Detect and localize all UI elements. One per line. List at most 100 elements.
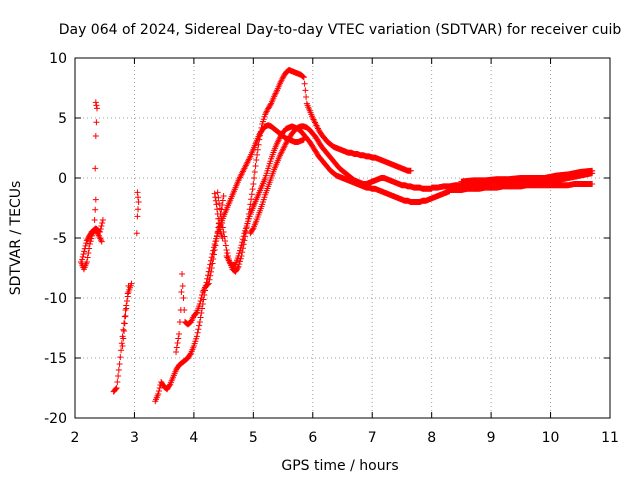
data-point — [205, 280, 212, 287]
data-point — [179, 271, 185, 277]
data-point — [135, 199, 142, 205]
data-point — [92, 165, 99, 172]
data-point — [174, 340, 181, 346]
data-point — [589, 181, 596, 187]
series-arc2 — [110, 280, 135, 395]
data-point — [219, 235, 226, 241]
data-point — [87, 238, 94, 245]
x-tick-label: 6 — [308, 430, 317, 446]
data-point — [166, 382, 173, 389]
data-point — [213, 201, 220, 208]
data-point — [210, 251, 217, 258]
data-point — [249, 226, 256, 233]
data-point — [236, 250, 243, 257]
data-point — [124, 298, 131, 304]
data-point — [240, 233, 247, 240]
data-point — [250, 181, 257, 187]
data-point — [211, 247, 218, 253]
data-point — [120, 326, 127, 333]
data-point — [92, 99, 99, 106]
data-point — [248, 196, 255, 203]
data-point — [181, 307, 188, 313]
data-point — [196, 322, 203, 329]
data-point — [123, 305, 130, 312]
data-points — [77, 67, 596, 405]
data-point — [98, 223, 105, 229]
data-point — [216, 205, 223, 212]
data-point — [237, 244, 244, 251]
series-spikes-4.3 — [211, 190, 226, 241]
data-point — [196, 301, 203, 307]
data-point — [194, 329, 201, 336]
data-point — [173, 349, 180, 355]
data-point — [79, 256, 86, 263]
data-point — [216, 200, 223, 207]
data-point — [121, 320, 128, 327]
data-point — [234, 265, 241, 271]
y-tick-label: -20 — [44, 411, 67, 427]
data-point — [219, 220, 226, 226]
data-point — [80, 251, 87, 258]
chart-title: Day 064 of 2024, Sidereal Day-to-day VTE… — [59, 22, 622, 38]
plot-frame — [74, 57, 611, 419]
data-point — [85, 250, 92, 256]
data-point — [211, 190, 218, 197]
x-tick-label: 4 — [189, 430, 198, 446]
data-point — [254, 151, 261, 158]
data-point — [303, 94, 310, 100]
data-point — [208, 265, 215, 271]
data-point — [91, 217, 98, 223]
data-point — [114, 379, 121, 385]
data-point — [116, 361, 123, 367]
data-point — [180, 295, 187, 301]
data-point — [97, 226, 104, 232]
data-point — [92, 206, 99, 213]
data-point — [197, 314, 204, 321]
data-point — [83, 240, 90, 247]
data-point — [84, 254, 91, 261]
data-point — [248, 191, 255, 198]
data-point — [115, 367, 122, 373]
data-point — [254, 146, 261, 153]
data-point — [205, 281, 212, 288]
data-point — [299, 73, 306, 79]
series-tail-upper — [458, 167, 596, 185]
x-axis-label: GPS time / hours — [281, 458, 398, 474]
data-point — [197, 298, 204, 304]
data-point — [207, 272, 214, 279]
data-point — [99, 217, 106, 223]
data-point — [249, 186, 256, 193]
data-point — [193, 310, 200, 317]
data-point — [258, 124, 265, 131]
data-point — [235, 253, 242, 259]
y-tick-label: 0 — [58, 171, 67, 187]
data-point — [207, 268, 214, 275]
data-point — [83, 259, 90, 265]
data-point — [589, 167, 596, 174]
data-point — [236, 258, 243, 265]
data-point — [209, 260, 216, 267]
y-tick-label: 10 — [49, 51, 67, 67]
y-tick-label: -5 — [53, 231, 67, 247]
data-point — [133, 230, 140, 237]
data-point — [82, 242, 89, 249]
data-point — [155, 391, 162, 397]
data-point — [212, 194, 219, 201]
x-tick-label: 9 — [487, 430, 496, 446]
data-point — [99, 220, 106, 226]
data-point — [217, 226, 224, 233]
data-point — [222, 238, 229, 244]
data-point — [301, 80, 308, 87]
data-point — [238, 242, 245, 249]
data-point — [210, 256, 217, 262]
y-tick-label: -10 — [44, 291, 67, 307]
series-spikes1 — [91, 99, 100, 223]
data-point — [155, 388, 162, 394]
data-point — [92, 196, 99, 203]
data-point — [125, 283, 132, 289]
data-point — [214, 206, 221, 213]
data-point — [213, 238, 220, 244]
data-point — [134, 189, 141, 196]
data-point — [92, 133, 99, 139]
